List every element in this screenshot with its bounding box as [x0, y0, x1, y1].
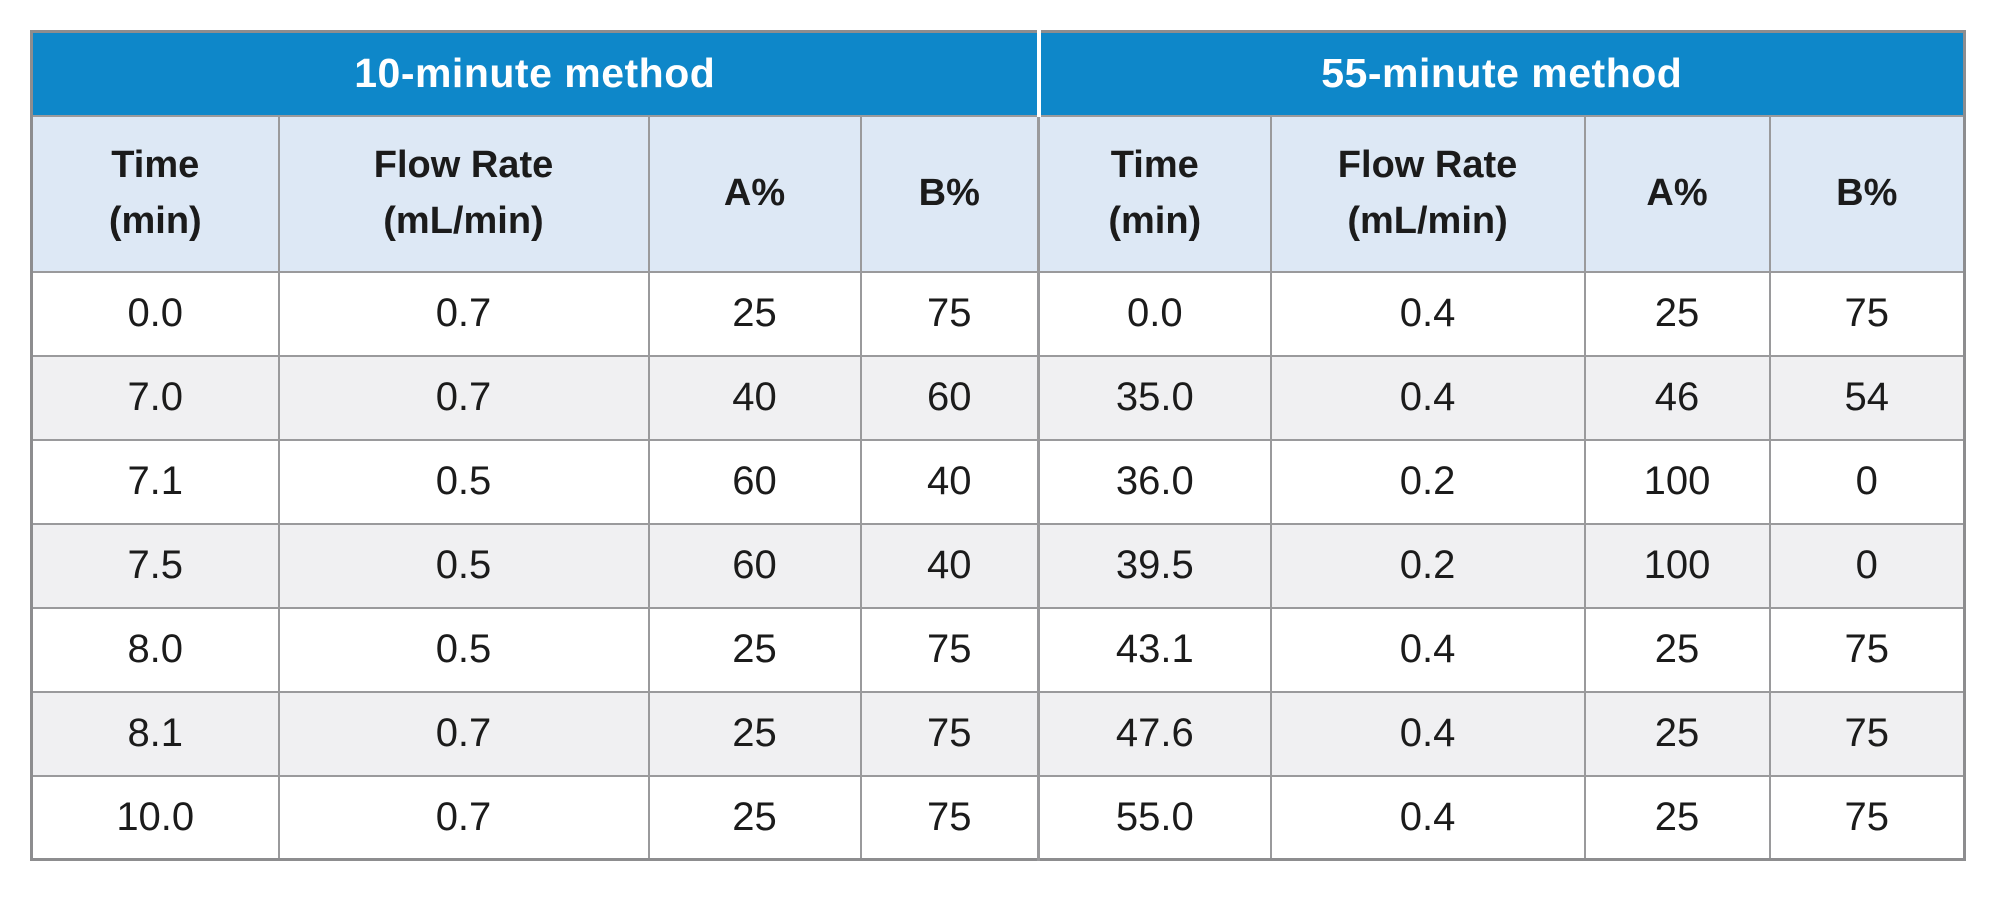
- table-cell: 0.4: [1269, 774, 1586, 861]
- table-cell: 25: [647, 690, 862, 777]
- table-cell: 40: [859, 438, 1040, 525]
- table-cell: 36.0: [1037, 438, 1272, 525]
- col-header-apercent-10min: A%: [647, 114, 862, 273]
- col-header-time-10min: Time (min): [30, 114, 280, 273]
- table-cell: 0: [1768, 438, 1966, 525]
- table-cell: 47.6: [1037, 690, 1272, 777]
- table-cell: 75: [859, 270, 1040, 357]
- table-cell: 0: [1768, 522, 1966, 609]
- table-cell: 7.1: [30, 438, 280, 525]
- table-row: 10.0 0.7 25 75 55.0 0.4 25 75: [30, 774, 1966, 861]
- table-cell: 0.2: [1269, 522, 1586, 609]
- col-header-label: Flow Rate: [1337, 144, 1518, 187]
- table-cell: 40: [647, 354, 862, 441]
- table-cell: 0.0: [1037, 270, 1272, 357]
- method-header-row: 10-minute method 55-minute method: [30, 30, 1966, 117]
- table-cell: 25: [1583, 690, 1771, 777]
- table-cell: 39.5: [1037, 522, 1272, 609]
- table-cell: 75: [1768, 606, 1966, 693]
- col-header-label: Time: [111, 144, 200, 187]
- table-cell: 40: [859, 522, 1040, 609]
- gradient-table-figure: 10-minute method 55-minute method Time (…: [30, 30, 1967, 861]
- method-header-55min: 55-minute method: [1036, 30, 1966, 117]
- table-cell: 55.0: [1037, 774, 1272, 861]
- table-row: 7.1 0.5 60 40 36.0 0.2 100 0: [30, 438, 1966, 525]
- table-cell: 10.0: [30, 774, 280, 861]
- col-header-flowrate-10min: Flow Rate (mL/min): [277, 114, 650, 273]
- table-cell: 8.1: [30, 690, 280, 777]
- col-header-unit: (min): [108, 199, 202, 242]
- table-row: 7.0 0.7 40 60 35.0 0.4 46 54: [30, 354, 1966, 441]
- table-cell: 25: [647, 774, 862, 861]
- col-header-unit: (mL/min): [383, 199, 544, 242]
- col-header-time-55min: Time (min): [1037, 114, 1272, 273]
- table-cell: 0.0: [30, 270, 280, 357]
- table-cell: 0.7: [277, 354, 650, 441]
- col-header-label: Flow Rate: [373, 144, 554, 187]
- table-cell: 0.7: [277, 270, 650, 357]
- col-header-label: A%: [1646, 171, 1708, 214]
- table-cell: 60: [859, 354, 1040, 441]
- table-cell: 0.4: [1269, 606, 1586, 693]
- table-cell: 100: [1583, 522, 1771, 609]
- table-cell: 75: [1768, 690, 1966, 777]
- method-header-10min: 10-minute method: [30, 30, 1040, 117]
- table-cell: 25: [647, 606, 862, 693]
- col-header-label: B%: [1836, 171, 1898, 214]
- col-header-label: A%: [723, 171, 786, 214]
- table-row: 0.0 0.7 25 75 0.0 0.4 25 75: [30, 270, 1966, 357]
- table-cell: 0.4: [1269, 270, 1586, 357]
- col-header-unit: (mL/min): [1347, 199, 1508, 242]
- col-header-label: B%: [918, 171, 980, 214]
- table-cell: 25: [1583, 270, 1771, 357]
- table-cell: 0.2: [1269, 438, 1586, 525]
- col-header-flowrate-55min: Flow Rate (mL/min): [1269, 114, 1586, 273]
- table-cell: 25: [1583, 606, 1771, 693]
- col-header-bpercent-10min: B%: [859, 114, 1040, 273]
- table-cell: 8.0: [30, 606, 280, 693]
- col-header-label: Time: [1110, 144, 1199, 187]
- table-cell: 7.0: [30, 354, 280, 441]
- table-cell: 100: [1583, 438, 1771, 525]
- table-cell: 25: [647, 270, 862, 357]
- table-cell: 0.4: [1269, 690, 1586, 777]
- table-cell: 35.0: [1037, 354, 1272, 441]
- col-header-bpercent-55min: B%: [1768, 114, 1966, 273]
- gradient-table: 10-minute method 55-minute method Time (…: [30, 30, 1967, 861]
- table-cell: 0.4: [1269, 354, 1586, 441]
- table-cell: 60: [647, 438, 862, 525]
- table-cell: 60: [647, 522, 862, 609]
- table-cell: 0.5: [277, 606, 650, 693]
- table-cell: 75: [859, 774, 1040, 861]
- table-cell: 75: [1768, 270, 1966, 357]
- table-cell: 0.7: [277, 690, 650, 777]
- col-header-unit: (min): [1108, 199, 1202, 242]
- table-cell: 7.5: [30, 522, 280, 609]
- column-header-row: Time (min) Flow Rate (mL/min) A% B% Time…: [30, 114, 1966, 273]
- table-cell: 75: [859, 690, 1040, 777]
- table-cell: 46: [1583, 354, 1771, 441]
- col-header-apercent-55min: A%: [1583, 114, 1771, 273]
- table-cell: 43.1: [1037, 606, 1272, 693]
- table-row: 7.5 0.5 60 40 39.5 0.2 100 0: [30, 522, 1966, 609]
- table-cell: 25: [1583, 774, 1771, 861]
- table-cell: 75: [1768, 774, 1966, 861]
- table-row: 8.0 0.5 25 75 43.1 0.4 25 75: [30, 606, 1966, 693]
- table-cell: 54: [1768, 354, 1966, 441]
- table-cell: 0.5: [277, 522, 650, 609]
- table-cell: 0.7: [277, 774, 650, 861]
- table-row: 8.1 0.7 25 75 47.6 0.4 25 75: [30, 690, 1966, 777]
- table-cell: 0.5: [277, 438, 650, 525]
- table-cell: 75: [859, 606, 1040, 693]
